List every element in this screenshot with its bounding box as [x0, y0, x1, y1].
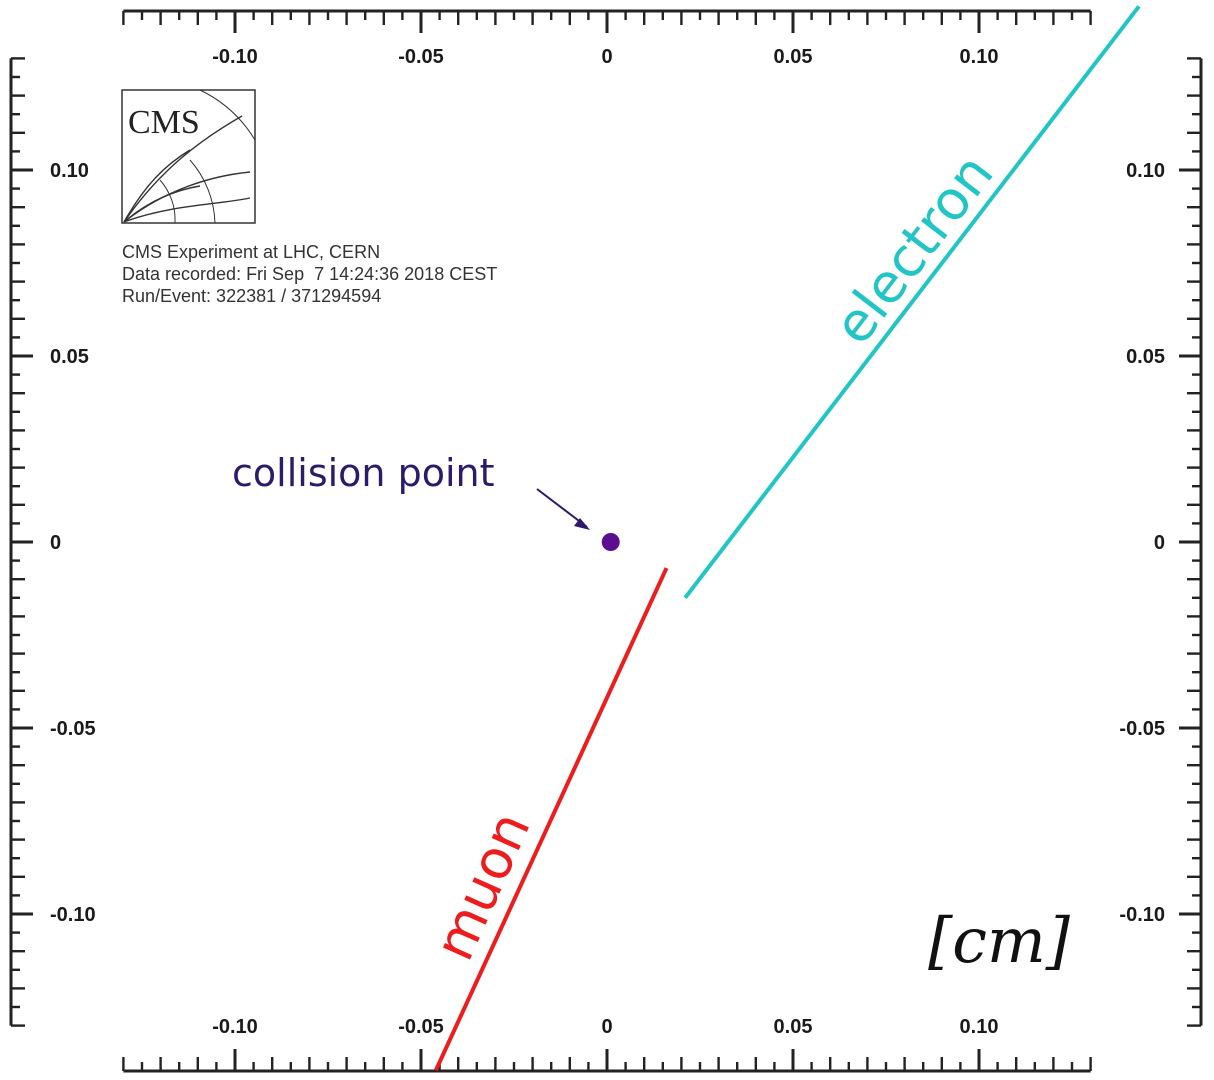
- x-tick-label-top: 0: [601, 46, 612, 68]
- electron-label: electron: [821, 143, 1005, 356]
- x-tick-label-top: -0.10: [212, 46, 258, 68]
- track-muon: [434, 567, 669, 1072]
- y-tick-label-left: -0.05: [50, 718, 96, 740]
- axes: [9, 9, 1203, 1073]
- x-tick-label-top: 0.10: [960, 46, 999, 68]
- y-tick-label-right: 0: [1154, 532, 1165, 554]
- tick-labels: -0.10 -0.10 -0.05 -0.05 0 0 0.05 0.05 0.10 0.10 0.…: [50, 46, 1165, 1038]
- x-tick-label-bottom: 0: [601, 1016, 612, 1038]
- x-tick-label-top: -0.05: [398, 46, 444, 68]
- arrow-head: [574, 518, 590, 530]
- y-tick-label-right: 0.10: [1126, 160, 1165, 182]
- track-electron: [683, 5, 1141, 600]
- info-line-3: Run/Event: 322381 / 371294594: [122, 286, 381, 306]
- x-tick-label-bottom: -0.05: [398, 1016, 444, 1038]
- y-tick-label-right: 0.05: [1126, 346, 1165, 368]
- x-tick-label-bottom: 0.10: [960, 1016, 999, 1038]
- experiment-info: CMS Experiment at LHC, CERN Data recorde…: [122, 242, 497, 306]
- y-tick-label-left: -0.10: [50, 904, 96, 926]
- logo-tracks: [123, 89, 256, 224]
- y-tick-label-left: 0.05: [50, 346, 89, 368]
- x-tick-label-top: 0.05: [774, 46, 813, 68]
- x-tick-label-bottom: 0.05: [774, 1016, 813, 1038]
- y-tick-label-right: -0.10: [1119, 904, 1165, 926]
- collision-point-annotation: collision point: [232, 451, 620, 551]
- x-tick-label-bottom: -0.10: [212, 1016, 258, 1038]
- logo-text: CMS: [128, 104, 200, 141]
- y-tick-label-right: -0.05: [1119, 718, 1165, 740]
- unit-label: [cm]: [928, 904, 1071, 977]
- y-tick-label-left: 0: [50, 532, 61, 554]
- info-line-1: CMS Experiment at LHC, CERN: [122, 242, 380, 262]
- cms-logo: CMS: [121, 89, 256, 224]
- info-line-2: Data recorded: Fri Sep 7 14:24:36 2018 C…: [122, 264, 497, 284]
- muon-label: muon: [422, 803, 542, 969]
- y-tick-label-left: 0.10: [50, 160, 89, 182]
- tracks: [434, 5, 1141, 1072]
- collision-point-label: collision point: [232, 451, 495, 495]
- collision-point-marker: [601, 533, 620, 551]
